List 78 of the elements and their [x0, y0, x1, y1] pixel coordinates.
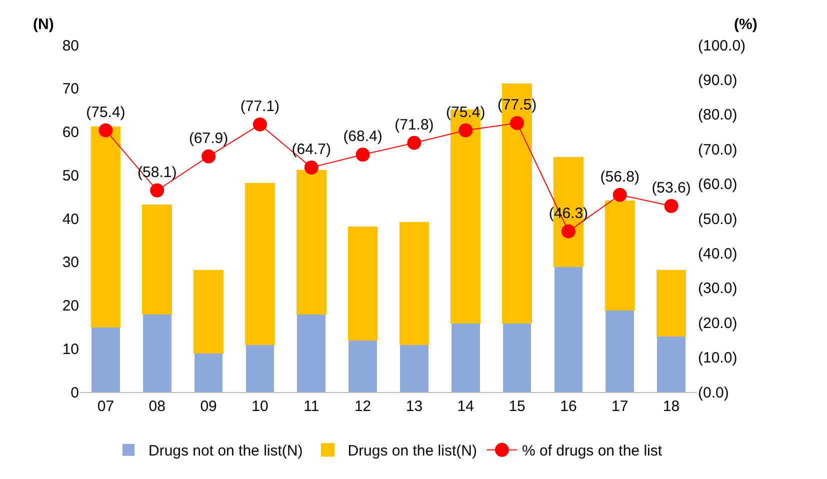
y2-tick-label: (10.0) [698, 350, 738, 367]
y2-tick-label: (20.0) [698, 314, 738, 332]
bar [142, 314, 172, 392]
y-tick-label: 70 [62, 80, 79, 98]
legend-label: Drugs not on the list(N) [148, 442, 303, 460]
point [150, 183, 164, 198]
y2-tick-label: (40.0) [698, 245, 738, 262]
x-tick-label: 10 [252, 398, 268, 415]
bar [606, 310, 634, 392]
y2-tick-label: (100.0) [698, 37, 746, 54]
point [356, 148, 370, 162]
bar [142, 204, 172, 315]
data-label: (53.6) [652, 180, 691, 197]
legend-label: Drugs on the list(N) [348, 442, 477, 460]
bar [502, 322, 532, 392]
y-tick-label: 20 [62, 298, 79, 314]
data-label: (67.9) [188, 130, 228, 147]
point [664, 199, 678, 214]
y2-tick-label: (50.0) [698, 210, 738, 228]
bar [194, 352, 223, 392]
y-tick-label: 40 [62, 210, 79, 228]
bar [246, 344, 274, 392]
x-tick-label: 09 [200, 398, 217, 415]
bar [451, 322, 480, 392]
data-label: (75.4) [86, 104, 126, 121]
y2-tick-label: (0.0) [698, 384, 729, 402]
bar [604, 200, 635, 310]
bar [297, 314, 326, 392]
data-label: (68.4) [343, 128, 382, 146]
y-tick-label: 80 [62, 37, 79, 54]
x-tick-label: 18 [662, 398, 680, 415]
y2-tick-label: (80.0) [698, 106, 738, 124]
y2-axis-title: (%) [734, 16, 758, 33]
y2-tick-label: (60.0) [698, 176, 738, 194]
bar [90, 126, 121, 328]
x-tick-label: 11 [304, 398, 320, 415]
x-tick-label: 08 [148, 398, 166, 415]
point [612, 188, 627, 202]
bar [554, 266, 583, 392]
y2-tick-label: (70.0) [698, 141, 738, 158]
bar [194, 270, 224, 354]
bar [399, 222, 430, 346]
data-label: (71.8) [394, 116, 434, 134]
y2-tick-label: (30.0) [698, 280, 738, 298]
point [561, 224, 576, 238]
point [510, 116, 524, 130]
point [304, 160, 318, 174]
y-tick-label: 10 [62, 340, 79, 358]
x-tick-label: 17 [612, 398, 628, 415]
bar [348, 340, 377, 392]
y-axis-title: (N) [33, 16, 54, 33]
bar [296, 170, 326, 315]
point [202, 149, 216, 164]
bar [92, 326, 120, 392]
bar [348, 226, 378, 341]
y-tick-label: 50 [62, 167, 79, 184]
data-label: (64.7) [292, 140, 331, 158]
x-tick-label: 12 [354, 398, 372, 415]
data-label: (77.1) [240, 98, 280, 115]
y-tick-label: 0 [70, 384, 79, 402]
bar [245, 183, 275, 346]
point [252, 117, 267, 132]
y-tick-label: 60 [62, 124, 79, 141]
x-tick-label: 16 [560, 398, 577, 415]
y2-tick-label: (90.0) [698, 72, 738, 89]
x-tick-label: 07 [97, 398, 114, 415]
x-tick-label: 13 [406, 398, 423, 415]
point [458, 123, 473, 138]
y-tick-label: 30 [62, 254, 79, 272]
bar [657, 336, 686, 392]
point [407, 136, 422, 150]
bar [400, 344, 428, 392]
x-tick-label: 15 [508, 398, 526, 415]
point [98, 123, 113, 138]
legend-label: % of drugs on the list [522, 442, 663, 460]
x-tick-label: 14 [457, 398, 474, 415]
data-label: (56.8) [600, 168, 640, 186]
bar [656, 270, 686, 336]
